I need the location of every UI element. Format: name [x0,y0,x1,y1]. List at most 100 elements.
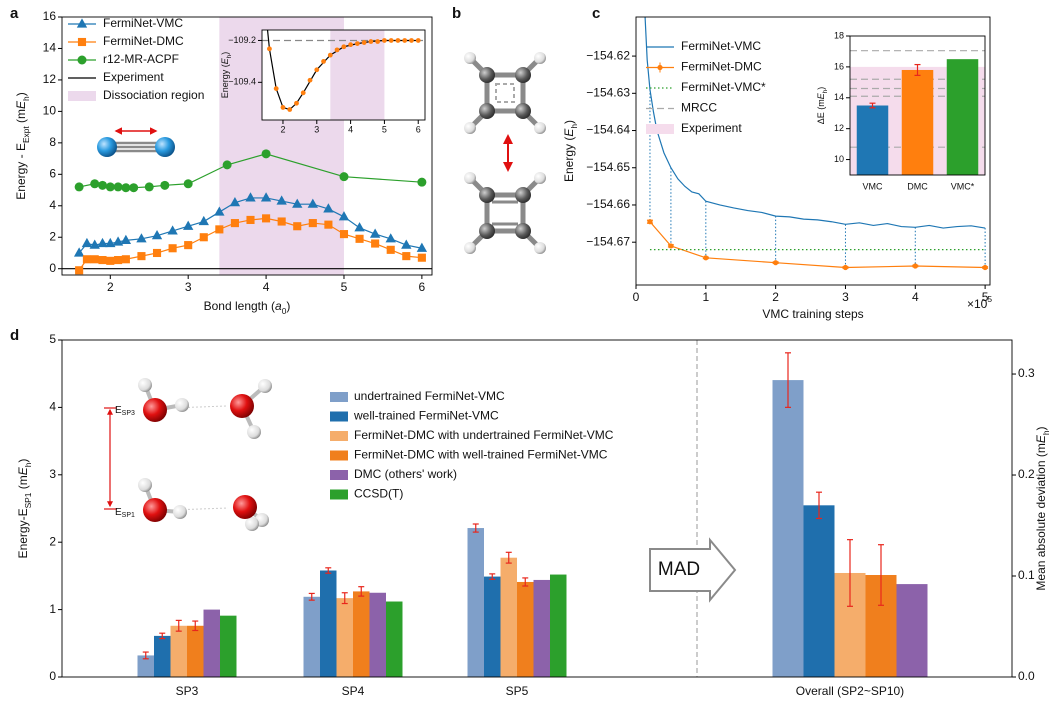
marker [382,38,387,43]
x-tick-label: 6 [419,280,426,294]
y2-axis-label-part: h [1041,430,1051,435]
water-diagram [104,378,272,531]
panel-label: d [10,327,19,344]
marker [262,214,271,223]
marker [773,260,779,266]
marker [294,100,299,106]
bar [946,59,979,175]
legend-swatch [330,470,348,480]
marker [402,38,408,43]
marker [307,77,313,83]
marker [260,192,272,202]
marker [77,37,87,47]
plot-area [262,30,425,120]
bar [484,576,501,677]
marker [229,197,241,207]
x-tick-label: 2 [107,280,114,294]
bar [187,625,204,677]
marker [647,219,653,225]
marker [77,55,87,65]
y-axis-label-part: h [822,89,829,93]
y-axis-label-part: E [562,128,576,137]
energy-label-part: E [115,405,122,416]
y-axis-label-part: (m [14,109,28,126]
legend-label: Experiment [681,121,742,135]
y-tick-label: −154.67 [586,234,630,248]
marker [354,222,365,232]
marker [105,237,116,248]
y-axis-label-part: ) [16,459,30,463]
marker [168,244,177,253]
legend-label: Dissociation region [103,88,204,102]
x-offset-label-part: ×10 [967,297,988,311]
x-tick-label: 3 [314,124,319,134]
marker [308,219,317,228]
y-axis-label-part: E [816,92,826,99]
marker [183,220,194,230]
y-tick-label: 4 [49,400,56,414]
marker [245,192,256,202]
y2-axis-label-part: Mean absolute deviation (m [1034,443,1048,590]
bar [772,380,804,677]
marker [842,264,849,271]
legend-label: Experiment [103,70,164,84]
marker [76,18,88,28]
marker [98,180,108,190]
bar [336,598,353,677]
bar [303,596,320,677]
x-offset-label-part: 5 [987,294,992,304]
y-axis-label-part: E [14,100,28,109]
marker [703,255,709,261]
marker [385,233,396,243]
marker [417,253,426,262]
marker [355,234,364,243]
y-axis-label-part: ΔE (m [816,99,826,124]
marker [307,198,318,208]
marker [267,46,272,52]
marker [334,47,340,53]
y-tick-label: −154.62 [586,48,630,62]
marker [112,236,124,246]
marker [114,256,123,265]
panel-label: b [452,5,461,22]
legend-label: FermiNet-VMC* [681,80,766,94]
x-tick-label: 5 [982,290,989,304]
marker [246,215,255,224]
atom [155,137,175,157]
marker [369,228,381,238]
plot-area [137,352,928,677]
marker [371,239,380,248]
marker [361,40,367,45]
bar-chart: 10 12 14 16 18 ΔE (mEh) [816,30,986,176]
y2-axis-label-part: ) [1034,426,1048,430]
marker [415,38,421,43]
y-axis-label: ΔE (mEh) [816,87,829,125]
marker [912,263,918,269]
x-tick-label: 2 [280,124,285,134]
marker [136,233,147,243]
energy-label: ESP1 [115,507,135,520]
x-tick-label: 3 [185,280,192,294]
marker [982,264,988,271]
y-tick-label: 5 [49,332,56,346]
legend-label: undertrained FermiNet-VMC [354,389,505,403]
bar [137,655,154,677]
mad-arrow: MAD [649,537,737,603]
y-axis-label-part: Energy-E [16,508,30,558]
y-tick-label: 0 [49,669,56,683]
marker [90,255,99,264]
marker [277,217,286,226]
y-tick-label: −154.64 [586,123,630,137]
y-tick-label: 18 [834,30,844,40]
marker [222,160,232,170]
marker [167,225,178,235]
marker [341,44,347,50]
legend-label: FermiNet-DMC [103,34,184,48]
marker [120,234,132,244]
marker [121,183,131,193]
x-tick-label: Overall (SP2~SP10) [796,684,904,698]
x-tick-label: VMC [863,181,884,191]
marker [113,182,123,192]
marker [338,211,350,221]
legend-swatch [330,431,348,441]
